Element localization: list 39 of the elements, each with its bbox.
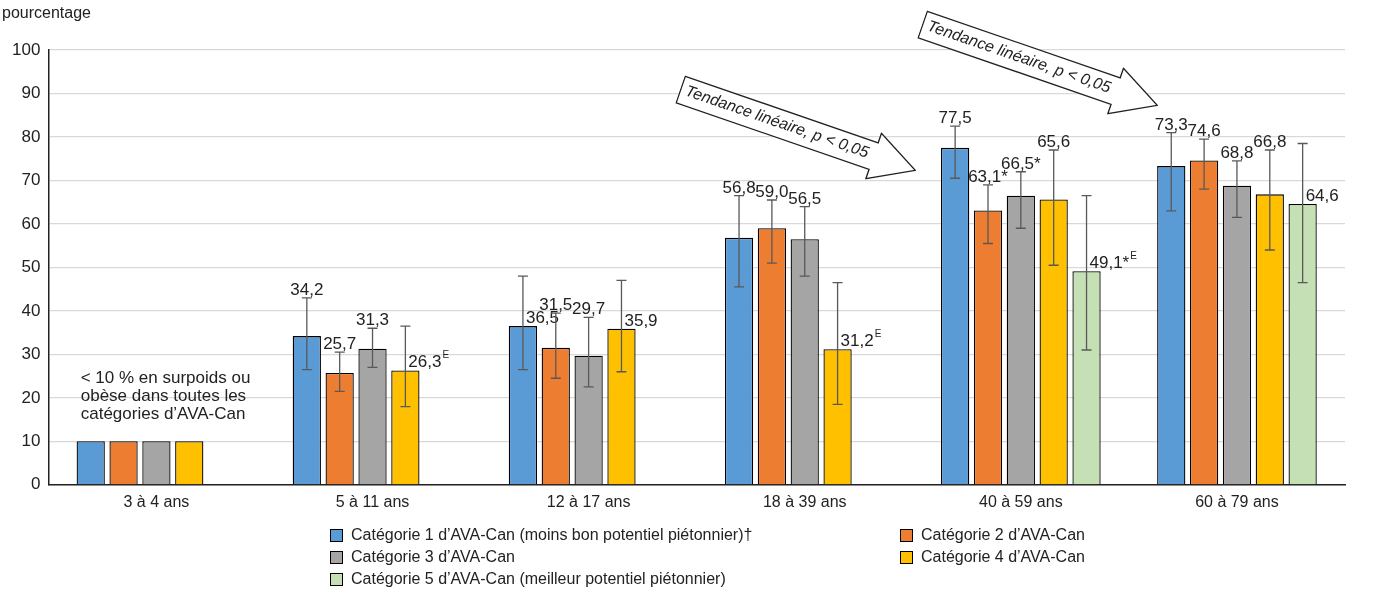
legend-label: Catégorie 5 d’AVA-Can (meilleur potentiel piétonnier) — [351, 570, 726, 588]
y-axis-title: pourcentage — [2, 4, 91, 22]
y-tick-label: 40 — [21, 300, 41, 320]
y-tick-label: 90 — [21, 83, 41, 103]
data-label: 25,7 — [323, 334, 357, 354]
y-tick-label: 0 — [30, 474, 41, 494]
data-label: 73,3 — [1154, 114, 1188, 134]
y-tick-label: 60 — [21, 213, 41, 233]
x-tick-label: 40 à 59 ans — [979, 492, 1063, 510]
x-tick-label: 60 à 79 ans — [1195, 492, 1279, 510]
legend-label: Catégorie 2 d’AVA-Can — [921, 526, 1085, 544]
y-tick-label: 10 — [21, 431, 41, 451]
y-tick-label: 30 — [21, 344, 41, 364]
data-label: 66,8 — [1253, 132, 1287, 151]
data-label: 56,5 — [788, 188, 822, 208]
y-tick-label: 80 — [21, 126, 41, 146]
legend-label: Catégorie 3 d’AVA-Can — [351, 548, 515, 566]
data-label: 35,9 — [624, 310, 658, 330]
data-label: 77,5 — [938, 108, 972, 128]
x-tick-label: 12 à 17 ans — [546, 492, 631, 510]
y-tick-label: 20 — [21, 387, 41, 407]
x-tick-label: 5 à 11 ans — [335, 492, 410, 510]
legend-label: Catégorie 4 d’AVA-Can — [921, 548, 1085, 566]
data-label: 29,7 — [572, 299, 606, 319]
data-label: 64,6 — [1305, 185, 1339, 205]
data-label: 31,3 — [355, 310, 390, 330]
y-tick-label: 50 — [21, 257, 41, 277]
data-label: 34,2 — [290, 279, 324, 299]
y-tick-label: 100 — [11, 39, 41, 59]
x-tick-label: 3 à 4 ans — [123, 492, 190, 510]
data-label: 74,6 — [1187, 121, 1221, 141]
data-label: 56,8 — [722, 177, 756, 197]
data-label: 68,8 — [1220, 142, 1254, 162]
x-tick-label: 18 à 39 ans — [762, 492, 847, 510]
annotation: < 10 % en surpoids ou obèse dans toutes les catégories d’AVA-Can — [80, 368, 252, 424]
data-label: 65,6 — [1037, 132, 1071, 151]
data-label: 59,0 — [755, 182, 789, 202]
y-tick-label: 70 — [21, 170, 41, 190]
legend-label: Catégorie 1 d’AVA-Can (moins bon potentiel piétonnier)† — [351, 526, 753, 544]
